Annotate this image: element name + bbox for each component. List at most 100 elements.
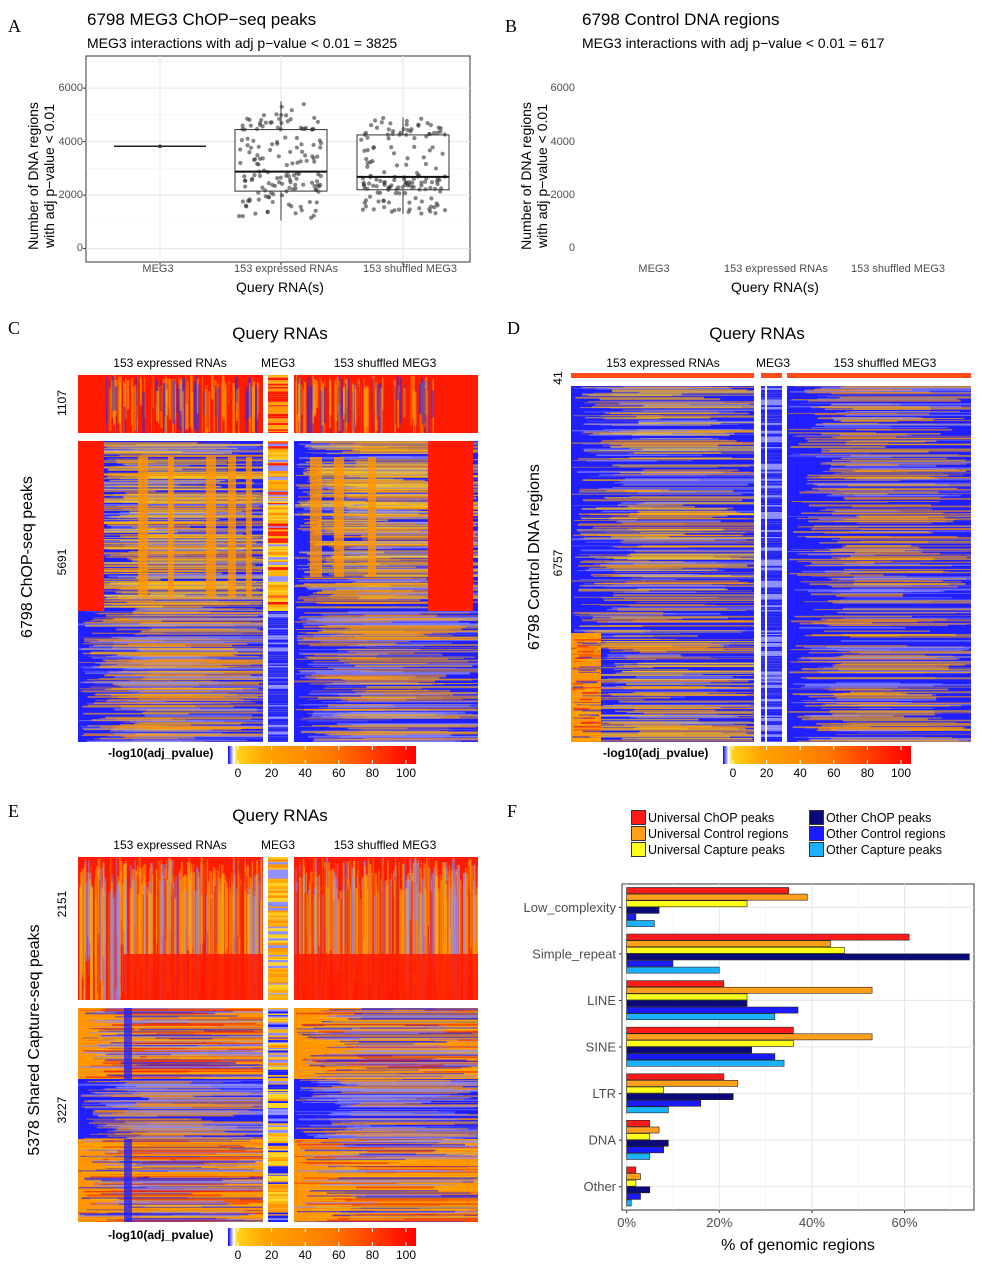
data-point [416,122,421,127]
heat-stripe [349,698,418,699]
heat-stripe [810,717,942,719]
heat-stripe [352,689,429,692]
heat-stripe [831,474,964,476]
x-tick-b-2: 153 shuffled MEG3 [851,263,945,275]
heat-stripe [621,722,734,725]
heat-stripe [849,636,971,638]
heat-stripe [641,411,717,412]
meg3-cell [761,478,782,481]
heat-stripe [583,423,661,425]
heat-stripe [102,861,105,958]
heat-stripe [832,590,912,593]
meg3-cell [268,546,288,550]
heat-stripe [145,1131,263,1134]
meg3-cell [268,452,288,455]
heat-stripe [131,880,134,1000]
heatmap-c-group-shuffled: 153 shuffled MEG3 [333,356,437,370]
heat-stripe [637,491,754,494]
meg3-cell [268,916,288,918]
heat-stripe [86,444,152,447]
heat-stripe [106,597,235,598]
heat-stripe [356,887,358,965]
meg3-cell [761,646,782,649]
meg3-cell [268,523,288,527]
data-point [424,134,429,139]
heat-stripe [134,385,137,431]
heat-stripe [133,449,217,450]
heat-stripe [405,378,407,433]
heat-stripe [295,621,392,623]
heat-stripe [107,1135,185,1137]
heat-stripe [356,598,471,600]
heat-stripe [298,456,463,459]
heat-stripe [239,862,243,938]
heat-stripe [623,483,749,486]
heat-stripe [101,568,264,570]
heat-stripe [604,412,720,414]
heat-stripe [300,379,302,432]
heat-stripe [584,402,754,404]
heat-stripe [304,583,438,585]
meg3-cell [761,421,782,424]
heat-stripe [791,620,917,623]
data-point [362,185,367,191]
heat-stripe [336,475,429,476]
heat-stripe [123,380,125,433]
heat-stripe [630,496,754,498]
heat-stripe [329,870,332,951]
heat-stripe [131,387,135,433]
heat-stripe [188,879,191,1000]
meg3-cell [761,506,782,510]
heat-stripe [253,896,257,1000]
heat-stripe [582,703,601,705]
meg3-cell [268,659,288,661]
heat-stripe [842,572,971,574]
heat-stripe [104,693,263,695]
data-point [410,180,415,185]
heat-stripe [318,707,478,708]
meg3-cell [268,947,288,951]
heat-stripe [171,883,174,1000]
heat-stripe [842,719,971,722]
meg3-cell [761,497,782,499]
heat-stripe [807,553,874,556]
heat-stripe [369,864,372,984]
meg3-cell [268,563,288,565]
heat-stripe [588,715,754,717]
heat-stripe [351,486,478,488]
heat-stripe [84,466,171,468]
heat-stripe [213,385,217,418]
heat-stripe [339,898,343,1000]
heat-stripe [577,531,701,533]
heat-stripe [107,1212,201,1215]
heat-stripe [111,1069,185,1071]
heat-stripe [850,650,971,652]
data-point [298,125,304,130]
heat-stripe [836,548,971,550]
heat-stripe [147,663,261,665]
meg3-cell [761,703,782,706]
heat-stripe [147,891,151,1000]
heat-stripe [637,421,754,423]
meg3-cell [761,458,782,461]
heat-stripe [128,1217,216,1220]
data-point [438,126,443,131]
heat-stripe [120,588,256,590]
heat-stripe [323,615,409,617]
heat-stripe [146,510,242,513]
heat-stripe [98,879,101,1000]
meg3-cell [268,607,288,609]
x-tick-a-0: MEG3 [142,263,174,275]
heat-stripe [431,873,434,1000]
heat-stripe [93,1030,205,1032]
meg3-cell [268,432,288,433]
heat-stripe [577,638,659,640]
colorbar-c-ticks: 0 20 40 60 80 100 [228,766,418,782]
meg3-cell [761,687,782,690]
heat-stripe [206,878,208,1000]
meg3-cell [761,555,782,558]
heat-stripe [832,513,971,515]
heat-stripe [377,892,379,955]
heat-stripe [351,867,355,973]
box-plot-a [83,55,471,265]
